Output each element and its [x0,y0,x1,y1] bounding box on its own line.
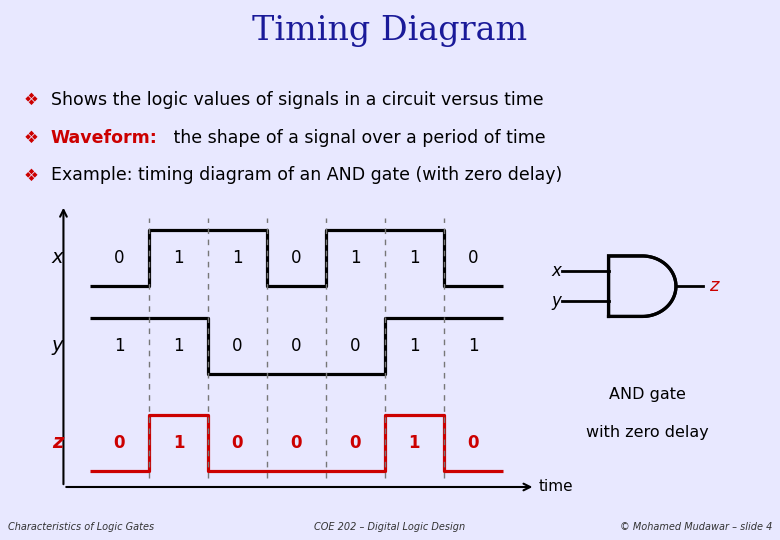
Text: 0: 0 [291,337,302,355]
Polygon shape [608,256,676,316]
Text: time: time [538,480,573,495]
Text: AND gate: AND gate [609,387,686,402]
Text: the shape of a signal over a period of time: the shape of a signal over a period of t… [168,129,545,147]
Text: 0: 0 [468,249,479,267]
Text: y: y [551,292,561,310]
Text: ❖: ❖ [23,166,38,185]
Text: Characteristics of Logic Gates: Characteristics of Logic Gates [8,522,154,531]
Text: 0: 0 [232,337,243,355]
Text: Example: timing diagram of an AND gate (with zero delay): Example: timing diagram of an AND gate (… [51,166,562,185]
Text: 1: 1 [114,337,125,355]
Text: Shows the logic values of signals in a circuit versus time: Shows the logic values of signals in a c… [51,91,544,109]
Text: with zero delay: with zero delay [586,424,709,440]
Text: 1: 1 [232,249,243,267]
Text: x: x [51,248,63,267]
Text: 1: 1 [172,434,184,452]
Text: ❖: ❖ [23,129,38,147]
Text: 1: 1 [409,434,420,452]
Text: COE 202 – Digital Logic Design: COE 202 – Digital Logic Design [314,522,466,531]
Text: 0: 0 [291,434,302,452]
Text: 0: 0 [232,434,243,452]
Text: y: y [51,336,63,355]
Text: 0: 0 [114,434,126,452]
Text: 1: 1 [409,337,420,355]
Text: 0: 0 [467,434,479,452]
Text: 0: 0 [291,249,302,267]
Text: ❖: ❖ [23,91,38,109]
Text: Waveform:: Waveform: [51,129,158,147]
Text: 0: 0 [350,337,360,355]
Text: 0: 0 [114,249,125,267]
Text: 1: 1 [409,249,420,267]
Text: © Mohamed Mudawar – slide 4: © Mohamed Mudawar – slide 4 [620,522,772,531]
Text: Timing Diagram: Timing Diagram [253,15,527,47]
Text: 1: 1 [173,249,184,267]
Text: 0: 0 [349,434,361,452]
Text: 1: 1 [468,337,479,355]
Text: x: x [551,262,561,280]
Text: 1: 1 [350,249,360,267]
Text: z: z [709,277,718,295]
Text: z: z [51,434,63,453]
Text: 1: 1 [173,337,184,355]
